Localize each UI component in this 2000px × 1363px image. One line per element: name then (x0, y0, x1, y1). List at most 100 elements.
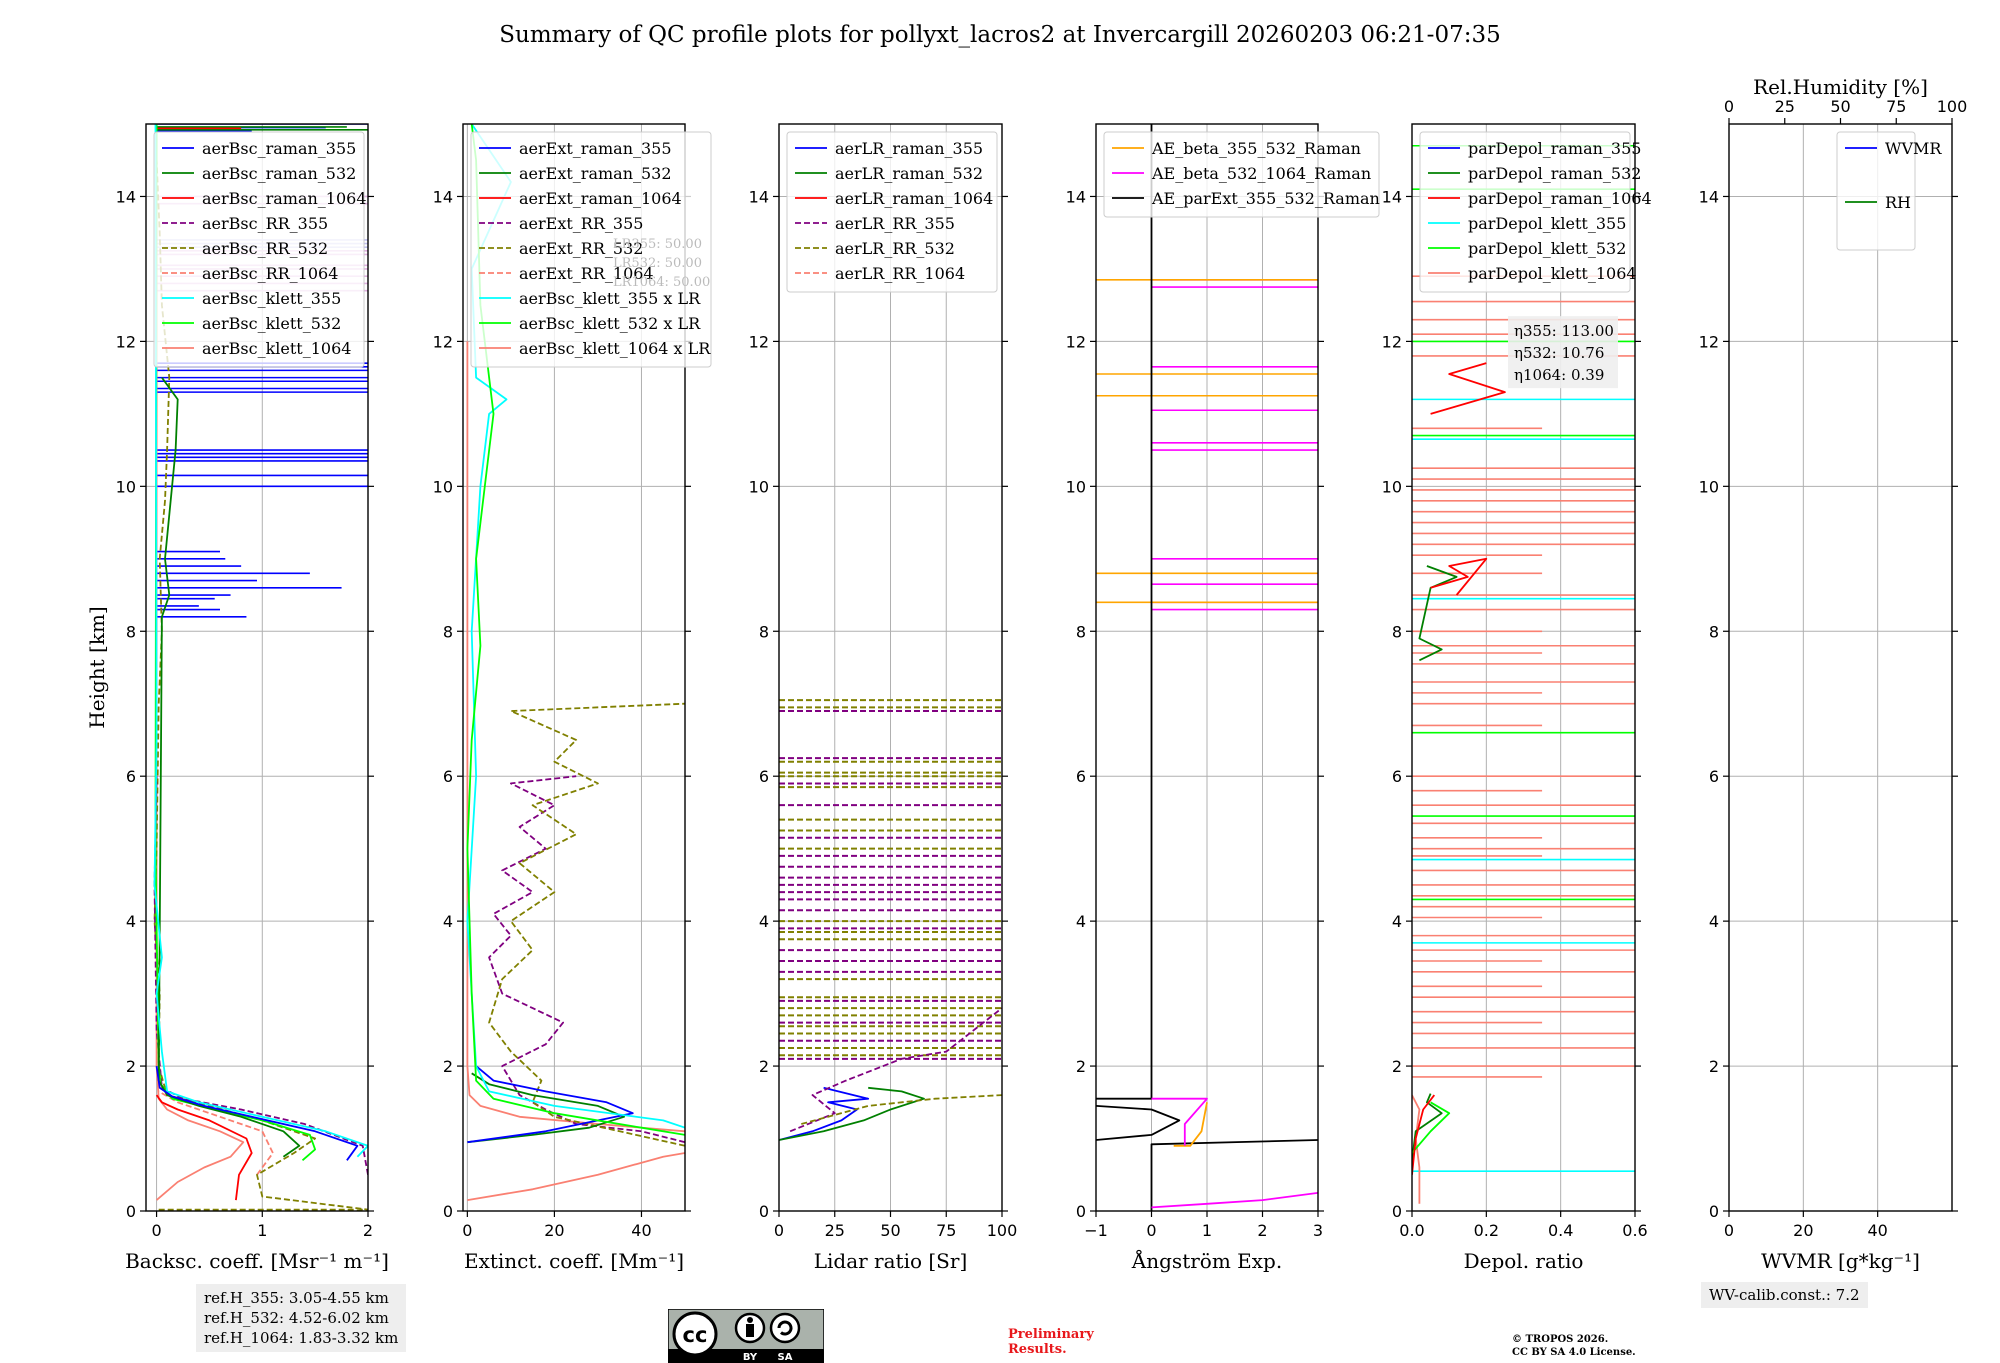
x-tick-label: 20 (544, 1221, 564, 1240)
x-tick-label: 75 (936, 1221, 956, 1240)
ref-height-box: ref.H_355: 3.05-4.55 km ref.H_532: 4.52-… (196, 1284, 407, 1352)
top-x-tick-label: 75 (1886, 97, 1906, 116)
eta-line: η532: 10.76 (1514, 344, 1604, 362)
ref-height-1064: ref.H_1064: 1.83-3.32 km (204, 1329, 399, 1347)
cc-mark: cc (683, 1323, 708, 1347)
chart-ext: 0 20 40 0 2 4 6 8 10 12 14 Extinct. coeff. [Mm⁻¹] ae… (433, 123, 712, 1273)
legend-label: aerLR_RR_355 (835, 214, 955, 233)
series-aerbsc-klett-1064 (155, 124, 245, 1201)
x-axis-label: Backsc. coeff. [Msr⁻¹ m⁻¹] (125, 1249, 389, 1273)
y-tick-label: 12 (116, 332, 136, 351)
legend-label: parDepol_klett_532 (1468, 239, 1626, 258)
y-tick-label: 0 (443, 1202, 453, 1221)
series-aerbsc-klett-1064-x-lr-2 (466, 341, 685, 1133)
legend-label: AE_beta_532_1064_Raman (1151, 164, 1371, 183)
eta-line: η1064: 0.39 (1514, 366, 1604, 384)
series-aerext-rr-355 (488, 775, 685, 1144)
top-axis-label: Rel.Humidity [%] (1753, 75, 1928, 99)
copyright-note: © TROPOS 2026. CC BY SA 4.0 License. (1512, 1333, 1636, 1359)
x-tick-label: 2 (363, 1221, 373, 1240)
top-x-tick-label: 100 (1937, 97, 1968, 116)
x-axis-label: Depol. ratio (1464, 1249, 1584, 1273)
plot-area-lr (779, 699, 1002, 1141)
x-tick-label: −1 (1084, 1221, 1108, 1240)
legend-label: aerExt_RR_532 (519, 239, 643, 258)
legend-label: aerLR_RR_1064 (835, 264, 965, 283)
axes-frame (462, 123, 686, 1212)
x-tick-label: 50 (880, 1221, 900, 1240)
series-aerbsc-raman-1064 (155, 1094, 253, 1201)
series-pardepol-raman-532 (1412, 1093, 1443, 1161)
y-tick-label: 0 (759, 1202, 769, 1221)
series-ae-parext-355-532-raman (1096, 124, 1153, 1100)
y-tick-label: 2 (759, 1057, 769, 1076)
legend-label: parDepol_raman_1064 (1468, 189, 1652, 208)
lr-note: LR1064: 50.00 (613, 275, 710, 290)
legend-box (153, 131, 365, 368)
chart-depol: 0.0 0.2 0.4 0.6 0 2 4 6 8 10 12 14 Depol. ratio parDe… (1382, 123, 1652, 1273)
y-tick-label: 6 (1709, 767, 1719, 786)
lr-note: LR355: 50.00 (613, 237, 702, 252)
legend-depol: parDepol_raman_355 parDepol_raman_532 parD… (1419, 131, 1652, 293)
eta-box (1508, 316, 1618, 389)
y-tick-label: 4 (1392, 912, 1402, 931)
y-tick-label: 12 (749, 332, 769, 351)
ref-height-355: ref.H_355: 3.05-4.55 km (204, 1289, 389, 1307)
sa-mark: SA (778, 1352, 793, 1363)
wv-calib-box: WV-calib.const.: 7.2 (1701, 1282, 1868, 1308)
x-axis-label: WVMR [g*kg⁻¹] (1761, 1249, 1920, 1273)
y-tick-label: 2 (126, 1057, 136, 1076)
y-tick-label: 0 (126, 1202, 136, 1221)
series-aerbsc-raman-355 (155, 1065, 359, 1161)
legend-label: aerBsc_raman_355 (202, 139, 356, 158)
x-tick-label: 2 (1257, 1221, 1267, 1240)
y-tick-label: 2 (443, 1057, 453, 1076)
legend-label: aerExt_raman_1064 (519, 189, 682, 208)
legend-box (786, 131, 998, 293)
x-tick-label: 0 (462, 1221, 472, 1240)
y-tick-label: 6 (1076, 767, 1086, 786)
x-tick-label: 0 (151, 1221, 161, 1240)
y-tick-label: 2 (1392, 1057, 1402, 1076)
legend-label: aerBsc_klett_1064 x LR (519, 339, 711, 358)
series-aerbsc-klett-355 (153, 124, 368, 1158)
x-tick-label: 0 (1724, 1221, 1734, 1240)
legend-ae: AE_beta_355_532_Raman AE_beta_532_1064_Ra… (1103, 131, 1380, 218)
eta-annotation: η355: 113.00 η532: 10.76 η1064: 0.39 (1508, 316, 1618, 389)
y-tick-label: 0 (1392, 1202, 1402, 1221)
y-tick-label: 4 (759, 912, 769, 931)
y-tick-label: 10 (1066, 477, 1086, 496)
y-tick-label: 4 (443, 912, 453, 931)
y-tick-label: 10 (749, 477, 769, 496)
series-aerlr-rr-532 (801, 1094, 1002, 1125)
preliminary-line-2: Results. (1008, 1342, 1067, 1357)
y-tick-label: 0 (1076, 1202, 1086, 1221)
y-tick-label: 6 (443, 767, 453, 786)
series-aerbsc-rr-1064 (158, 1090, 274, 1176)
series-aerext-rr-532 (488, 702, 685, 1147)
y-tick-label: 4 (1709, 912, 1719, 931)
y-tick-label: 8 (1076, 622, 1086, 641)
axes-frame (1411, 123, 1636, 1212)
legend-box (470, 131, 712, 368)
x-axis-label: Extinct. coeff. [Mm⁻¹] (464, 1249, 684, 1273)
y-tick-label: 14 (433, 187, 453, 206)
series-aerbsc-klett-532 (154, 124, 316, 1161)
y-tick-label: 8 (126, 622, 136, 641)
figure-title: Summary of QC profile plots for pollyxt_… (499, 22, 1501, 48)
preliminary-line-1: Preliminary (1008, 1327, 1094, 1342)
copyright-line-1: © TROPOS 2026. (1512, 1334, 1609, 1345)
y-tick-label: 14 (1382, 187, 1402, 206)
x-tick-label: 3 (1313, 1221, 1323, 1240)
legend-label: aerBsc_klett_355 (202, 289, 341, 308)
y-tick-label: 4 (1076, 912, 1086, 931)
series-ae-parext-355-532-raman-3 (1150, 1139, 1318, 1211)
series-aerext-raman-532 (467, 1072, 625, 1144)
eta-line: η355: 113.00 (1514, 322, 1614, 340)
lr-note: LR532: 50.00 (613, 256, 702, 271)
y-tick-label: 6 (126, 767, 136, 786)
y-tick-label: 8 (1709, 622, 1719, 641)
series-aerbsc-rr-532 (153, 160, 368, 1211)
